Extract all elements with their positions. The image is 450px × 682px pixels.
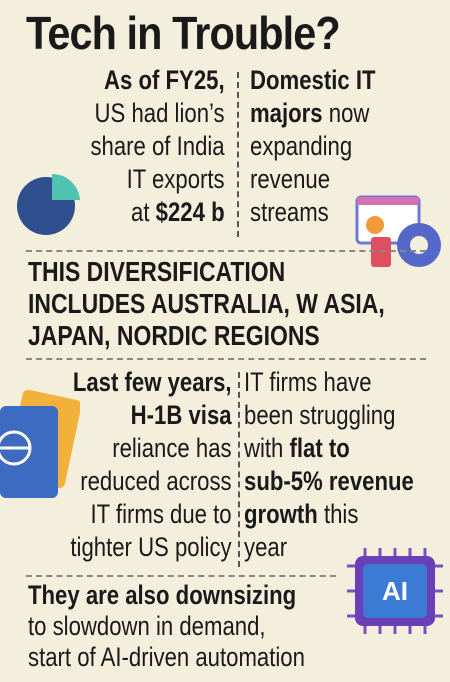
text-run: sub-5% revenue — [244, 466, 414, 496]
text-run: INCLUDES AUSTRALIA, W ASIA, — [28, 288, 385, 319]
passport-icon — [0, 389, 80, 498]
text-run: IT exports — [126, 164, 225, 194]
text-line: been struggling — [244, 399, 414, 432]
text-line: JAPAN, NORDIC REGIONS — [28, 320, 385, 352]
text-line: THIS DIVERSIFICATION — [28, 256, 385, 288]
text-line: expanding — [250, 130, 375, 163]
apps-icon — [355, 195, 441, 267]
middle-left-text: Last few years, H-1B visa reliance has redu… — [71, 366, 232, 564]
text-run: now — [322, 98, 370, 128]
text-run: majors — [250, 98, 323, 128]
text-run: IT firms due to — [90, 499, 232, 529]
text-run: They are also downsizing — [28, 580, 297, 610]
text-run: THIS DIVERSIFICATION — [28, 256, 286, 287]
title: Tech in Trouble? — [26, 7, 341, 59]
divider — [26, 358, 426, 360]
ai-chip-icon: AI — [347, 548, 443, 634]
text-line: year — [244, 531, 414, 564]
text-run: tighter US policy — [70, 532, 232, 562]
text-run: Domestic IT — [250, 65, 376, 95]
text-run: growth — [244, 499, 318, 529]
footer-text: They are also downsizing to slowdown in d… — [28, 580, 305, 673]
pie-icon — [17, 173, 80, 235]
top-right-text: Domestic IT majors now expanding revenue str… — [250, 64, 375, 229]
text-run: flat to — [289, 433, 350, 463]
text-line: US had lion’s — [91, 97, 225, 130]
text-line: to slowdown in demand, — [28, 611, 305, 642]
text-line: with flat to — [244, 432, 414, 465]
divider — [26, 575, 336, 577]
text-line: IT firms have — [244, 366, 414, 399]
text-run: H-1B visa — [131, 400, 232, 430]
text-line: growth this — [244, 498, 414, 531]
text-run: year — [244, 532, 288, 562]
text-run: been struggling — [244, 400, 396, 430]
text-run: start of AI-driven automation — [28, 642, 305, 672]
divider — [237, 72, 239, 237]
text-line: reliance has — [71, 432, 232, 465]
divider — [238, 372, 240, 567]
text-run: As of FY25, — [104, 65, 225, 95]
text-run: reduced across — [80, 466, 233, 496]
divider — [26, 250, 426, 252]
text-run: with — [244, 433, 290, 463]
text-line: start of AI-driven automation — [28, 642, 305, 673]
ai-label: AI — [382, 576, 408, 606]
text-line: IT firms due to — [71, 498, 232, 531]
text-run: to slowdown in demand, — [28, 611, 266, 641]
banner-text: THIS DIVERSIFICATION INCLUDES AUSTRALIA, … — [28, 256, 385, 352]
text-line: sub-5% revenue — [244, 465, 414, 498]
middle-right-text: IT firms have been struggling with flat to… — [244, 366, 414, 564]
text-run: JAPAN, NORDIC REGIONS — [28, 320, 320, 351]
text-run: US had lion’s — [94, 98, 226, 128]
text-line: streams — [250, 196, 375, 229]
text-run: this — [317, 499, 359, 529]
text-line: at $224 b — [91, 196, 225, 229]
text-line: share of India — [91, 130, 225, 163]
text-line: H-1B visa — [71, 399, 232, 432]
text-line: Last few years, — [71, 366, 232, 399]
text-run: $224 b — [156, 197, 225, 227]
text-line: As of FY25, — [91, 64, 225, 97]
text-run: streams — [250, 197, 329, 227]
text-line: reduced across — [71, 465, 232, 498]
text-run: Last few years, — [73, 367, 232, 397]
text-line: INCLUDES AUSTRALIA, W ASIA, — [28, 288, 385, 320]
text-line: IT exports — [91, 163, 225, 196]
text-run: expanding — [250, 131, 353, 161]
text-run: IT firms have — [244, 367, 372, 397]
text-run: reliance has — [112, 433, 232, 463]
text-run: share of India — [90, 131, 225, 161]
text-line: majors now — [250, 97, 375, 130]
text-line: revenue — [250, 163, 375, 196]
top-left-text: As of FY25, US had lion’s share of India IT… — [91, 64, 225, 229]
text-run: at — [131, 197, 157, 227]
text-run: revenue — [250, 164, 331, 194]
text-line: Domestic IT — [250, 64, 375, 97]
text-line: They are also downsizing — [28, 580, 305, 611]
text-line: tighter US policy — [71, 531, 232, 564]
